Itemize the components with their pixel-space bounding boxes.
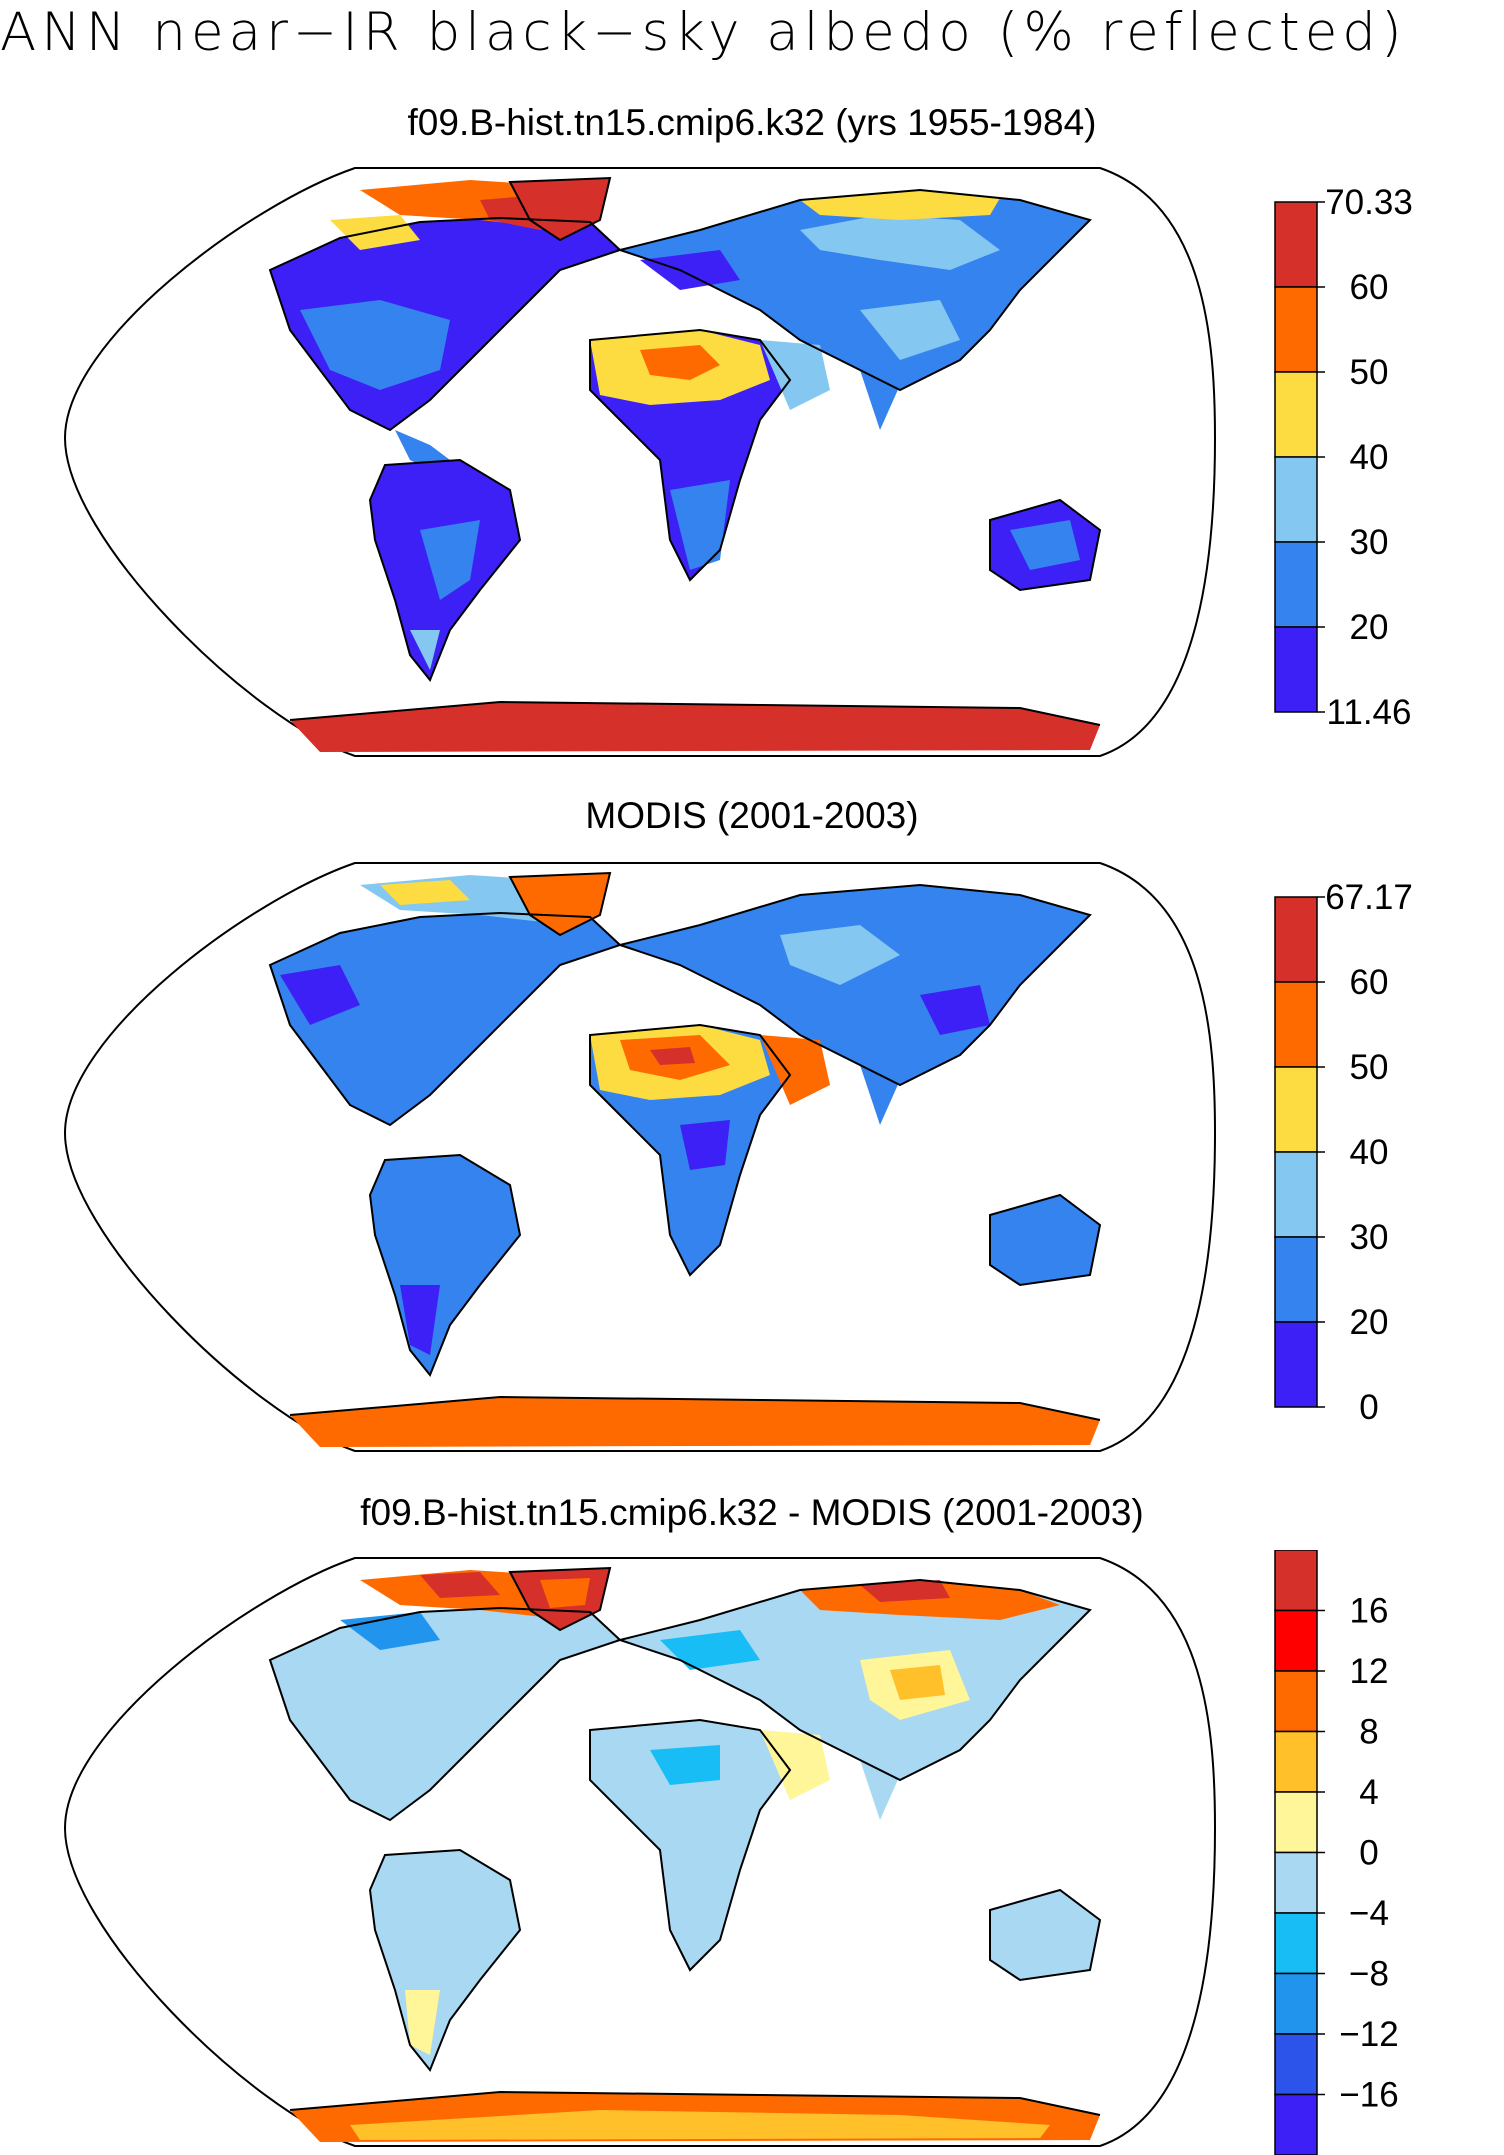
colorbar-swatch (1274, 2093, 1318, 2155)
colorbar-swatch (1274, 1236, 1318, 1323)
panel-title-model: f09.B-hist.tn15.cmip6.k32 (yrs 1955-1984… (407, 102, 1097, 143)
colorbar-swatch (1274, 1321, 1318, 1408)
colorbar-swatch (1274, 1670, 1318, 1733)
colorbar-label: 60 (1350, 963, 1389, 1002)
colorbar-swatch (1274, 1730, 1318, 1793)
colorbar-label: 67.17 (1325, 878, 1413, 917)
colorbar-label: −16 (1339, 2076, 1398, 2115)
colorbar-swatch (1274, 286, 1318, 373)
colorbar-label: 0 (1359, 1388, 1378, 1427)
panel-title-diff: f09.B-hist.tn15.cmip6.k32 - MODIS (2001-… (360, 1492, 1144, 1533)
colorbar-swatch (1274, 626, 1318, 713)
colorbar-label: 50 (1350, 1048, 1389, 1087)
colorbar-label: 20 (1350, 608, 1389, 647)
colorbar-label: 16 (1350, 1592, 1389, 1631)
colorbar-swatch (1274, 1151, 1318, 1238)
colorbar-label: 70.33 (1325, 183, 1413, 222)
colorbar-label: 12 (1350, 1652, 1389, 1691)
map-panel-diff: 16 12 8 4 0 −4 −8 −12 −16 (63, 1550, 1399, 2155)
colorbar-label: 20 (1350, 1303, 1389, 1342)
map-panel-obs: 67.17 60 50 40 30 20 0 (63, 862, 1413, 1452)
coastlines (268, 1566, 1102, 2116)
colorbar: 16 12 8 4 0 −4 −8 −12 −16 (1274, 1550, 1399, 2155)
colorbar-label: −4 (1349, 1894, 1389, 1933)
land-fill (270, 178, 1100, 752)
colorbar-label: 40 (1350, 1133, 1389, 1172)
colorbar: 67.17 60 50 40 30 20 0 (1274, 878, 1413, 1427)
colorbar-label: −12 (1339, 2015, 1398, 2054)
colorbar-label: 11.46 (1327, 693, 1412, 732)
colorbar: 70.33 60 50 40 30 20 11.46 (1274, 183, 1413, 732)
colorbar-label: 4 (1359, 1773, 1378, 1812)
colorbar-label: 40 (1350, 438, 1389, 477)
colorbar-swatch (1274, 1066, 1318, 1153)
colorbar-label: 50 (1350, 353, 1389, 392)
colorbar-swatch (1274, 541, 1318, 628)
colorbar-label: 0 (1359, 1834, 1378, 1873)
colorbar-swatch (1274, 1791, 1318, 1854)
colorbar-label: 60 (1350, 268, 1389, 307)
land-fill (270, 1568, 1100, 2142)
colorbar-swatch (1274, 2033, 1318, 2096)
coastlines (268, 176, 1102, 726)
coastlines (268, 871, 1102, 1421)
colorbar-swatch (1274, 1912, 1318, 1975)
colorbar-swatch (1274, 456, 1318, 543)
colorbar-label: −8 (1349, 1955, 1389, 1994)
colorbar-label: 30 (1350, 523, 1389, 562)
colorbar-swatch (1274, 896, 1318, 983)
map-panel-model: 70.33 60 50 40 30 20 11.46 (63, 167, 1413, 757)
land-fill (270, 873, 1100, 1447)
colorbar-swatch (1274, 1851, 1318, 1914)
colorbar-swatch (1274, 371, 1318, 458)
panel-title-obs: MODIS (2001-2003) (585, 795, 919, 836)
figure-title: ANN near−IR black−sky albedo (% reflecte… (0, 2, 1407, 63)
colorbar-swatch (1274, 1972, 1318, 2035)
colorbar-swatch (1274, 201, 1318, 288)
colorbar-swatch (1274, 981, 1318, 1068)
colorbar-label: 30 (1350, 1218, 1389, 1257)
colorbar-swatch (1274, 1550, 1318, 1612)
colorbar-label: 8 (1359, 1713, 1378, 1752)
colorbar-swatch (1274, 1609, 1318, 1672)
